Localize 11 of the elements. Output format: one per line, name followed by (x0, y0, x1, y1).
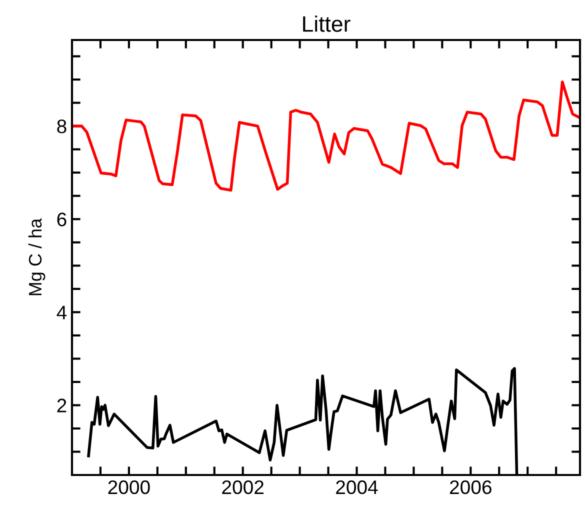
x-tick-label: 2006 (450, 480, 492, 494)
y-tick-label: 4 (56, 306, 67, 320)
y-axis-title: Mg C / ha (28, 218, 46, 296)
y-tick-label: 2 (57, 398, 66, 412)
x-tick-label: 2004 (336, 480, 378, 494)
line-series (72, 80, 580, 192)
y-tick-label: 8 (57, 120, 66, 134)
chart-title: Litter (303, 16, 350, 32)
x-tick-label: 2000 (108, 480, 150, 494)
x-tick-label: 2002 (222, 480, 264, 494)
y-tick-label: 6 (57, 212, 66, 226)
